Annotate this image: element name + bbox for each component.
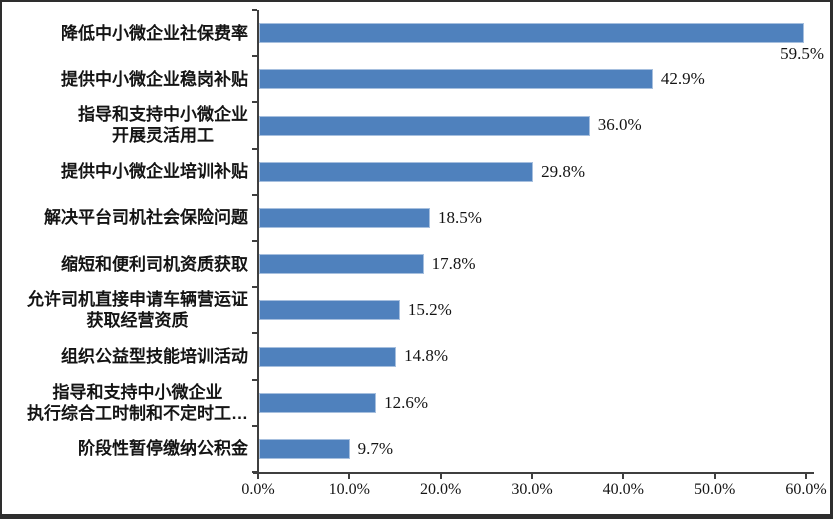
category-label-text: 指导和支持中小微企业 执行综合工时制和不定时工… [27, 382, 248, 423]
bar [259, 346, 397, 367]
category-label-text: 提供中小微企业培训补贴 [61, 162, 248, 182]
y-axis-tick [252, 378, 257, 381]
bar [259, 161, 534, 182]
category-label: 指导和支持中小微企业 开展灵活用工 [2, 102, 254, 148]
value-label: 15.2% [407, 300, 452, 320]
category-label-text: 阶段性暂停缴纳公积金 [78, 439, 248, 459]
x-axis-line [253, 472, 814, 474]
bar [259, 254, 424, 275]
x-axis-tick-label: 30.0% [511, 481, 553, 498]
y-axis-tick [252, 101, 257, 104]
value-label: 36.0% [597, 115, 642, 135]
x-axis-tick-label: 0.0% [241, 481, 275, 498]
x-axis-tick [713, 474, 716, 479]
category-label-text: 组织公益型技能培训活动 [61, 346, 248, 366]
value-label: 42.9% [660, 69, 705, 89]
x-axis-tick [257, 474, 259, 479]
x-axis-tick [805, 474, 807, 479]
x-axis-tick-label: 40.0% [602, 481, 644, 498]
category-label: 提供中小微企业培训补贴 [2, 149, 254, 195]
x-axis-tick [439, 474, 442, 479]
y-axis-tick [252, 332, 257, 335]
y-axis-tick [252, 240, 257, 242]
category-label: 指导和支持中小微企业 执行综合工时制和不定时工… [2, 380, 254, 426]
y-axis-tick [252, 471, 257, 473]
x-axis-tick-label: 50.0% [693, 481, 736, 498]
bar [259, 23, 805, 44]
x-axis-tick-label: 60.0% [785, 481, 827, 498]
category-label-text: 缩短和便利司机资质获取 [61, 254, 248, 274]
value-label: 12.6% [384, 392, 428, 412]
y-axis-tick [252, 9, 257, 11]
category-label-text: 允许司机直接申请车辆营运证 获取经营资质 [27, 290, 248, 331]
value-label: 9.7% [357, 438, 393, 458]
category-label: 提供中小微企业稳岗补贴 [2, 56, 254, 102]
category-label: 组织公益型技能培训活动 [2, 333, 254, 379]
value-label: 29.8% [541, 161, 586, 181]
y-axis-line [257, 10, 259, 474]
y-axis-tick [252, 147, 257, 150]
x-axis-tick-label: 20.0% [419, 481, 462, 498]
x-axis-tick [622, 474, 625, 479]
bar [259, 392, 377, 413]
bar [259, 438, 350, 459]
y-axis-tick [252, 424, 257, 427]
x-axis-tick [531, 474, 533, 479]
value-label: 14.8% [404, 346, 449, 366]
category-label: 缩短和便利司机资质获取 [2, 241, 254, 287]
category-label: 降低中小微企业社保费率 [2, 10, 254, 56]
y-axis-tick [252, 55, 257, 58]
y-axis-tick [252, 286, 257, 289]
category-label-text: 降低中小微企业社保费率 [61, 23, 248, 43]
category-label-text: 提供中小微企业稳岗补贴 [61, 69, 248, 89]
x-axis-tick-label: 10.0% [328, 481, 370, 498]
category-label-text: 解决平台司机社会保险问题 [44, 208, 248, 228]
value-label: 17.8% [431, 254, 476, 274]
category-label: 阶段性暂停缴纳公积金 [2, 426, 254, 472]
value-label: 18.5% [437, 207, 482, 227]
value-label: 59.5% [780, 44, 824, 63]
bar [259, 69, 653, 90]
bar [259, 300, 400, 321]
category-label: 允许司机直接申请车辆营运证 获取经营资质 [2, 287, 254, 333]
bar [259, 207, 430, 228]
bar [259, 115, 590, 136]
y-axis-tick [252, 193, 257, 196]
category-label-text: 指导和支持中小微企业 开展灵活用工 [78, 105, 248, 146]
category-label: 解决平台司机社会保险问题 [2, 195, 254, 241]
x-axis-tick [348, 474, 351, 479]
